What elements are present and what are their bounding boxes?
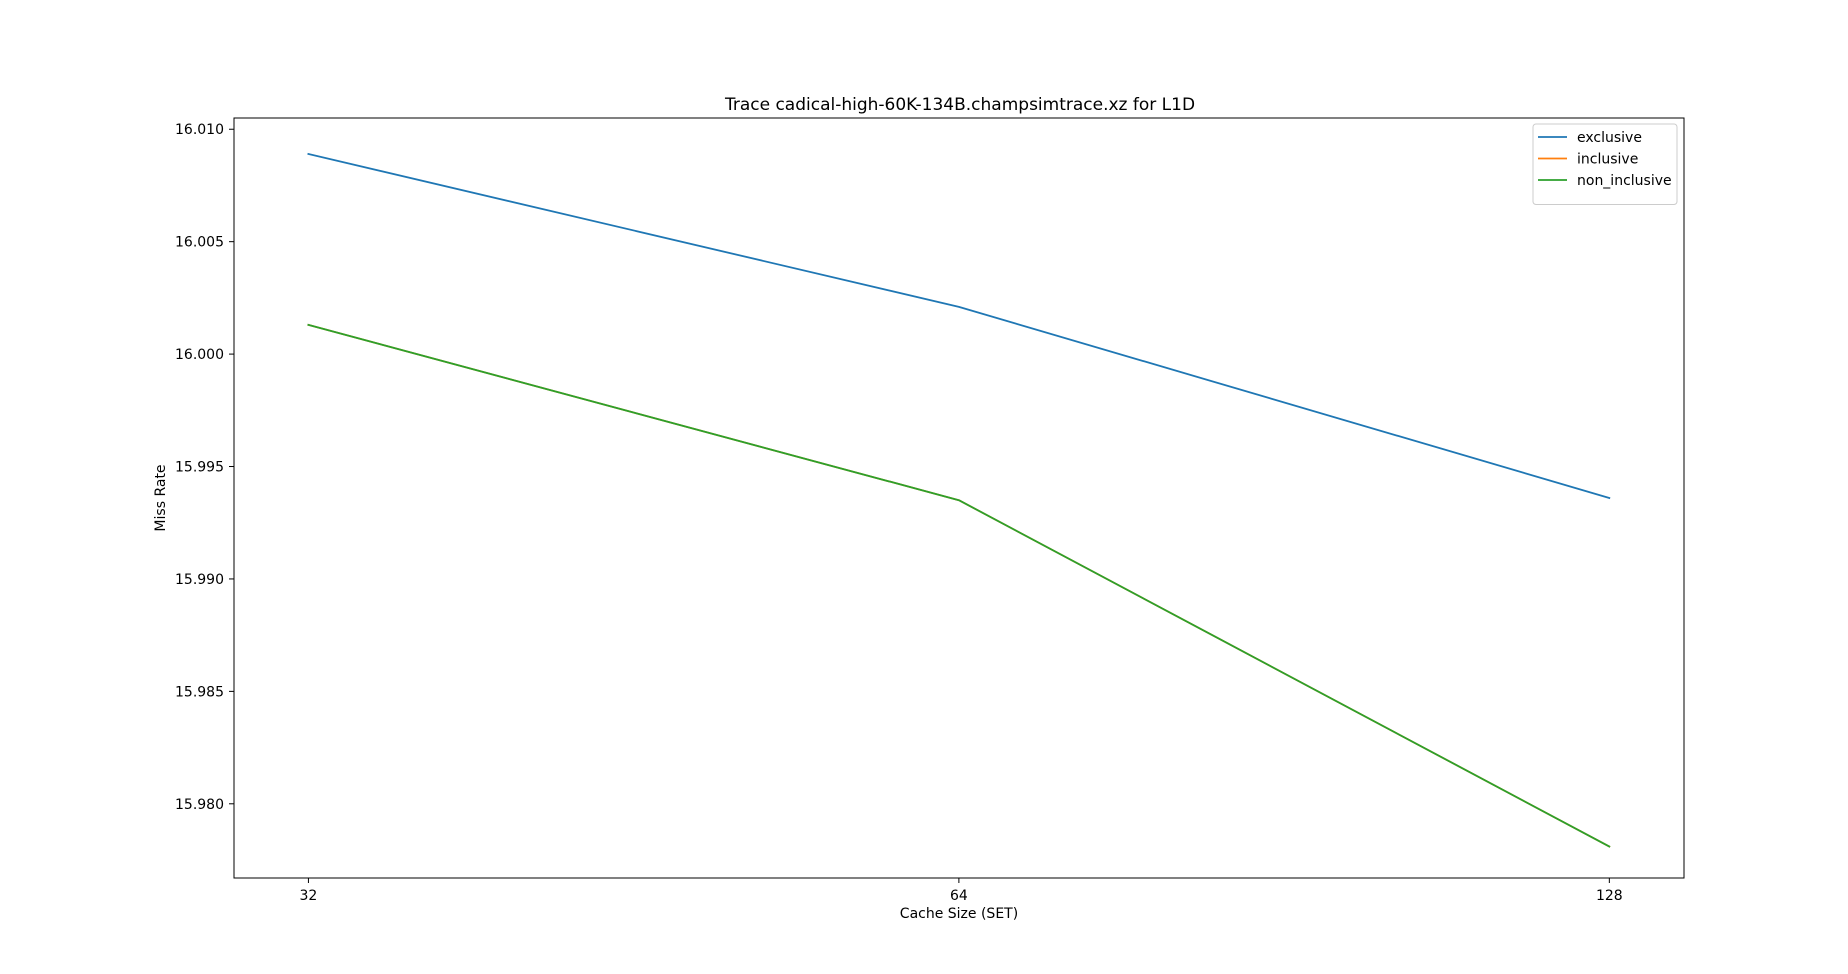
- x-tick-label: 32: [300, 888, 318, 904]
- plot-frame: [233, 117, 1685, 879]
- chart-title: Trace cadical-high-60K-134B.champsimtrac…: [724, 95, 1195, 115]
- y-tick-label: 16.000: [175, 347, 224, 363]
- x-tick-label: 64: [950, 888, 968, 904]
- y-tick-label: 15.990: [175, 572, 224, 588]
- legend-box: [1532, 123, 1678, 205]
- series-lines: [307, 152, 1611, 848]
- x-tick-label: 128: [1596, 888, 1623, 904]
- series-line-non-inclusive: [307, 323, 1611, 848]
- y-tick-label: 15.985: [175, 684, 224, 700]
- legend: exclusive inclusive non_inclusive: [1532, 123, 1678, 205]
- legend-label-inclusive: inclusive: [1577, 152, 1638, 168]
- y-axis-label: Miss Rate: [153, 464, 169, 531]
- legend-label-exclusive: exclusive: [1577, 130, 1642, 146]
- x-axis: 32 64 128: [300, 878, 1623, 904]
- legend-label-non-inclusive: non_inclusive: [1577, 173, 1672, 189]
- series-line-exclusive: [307, 152, 1611, 500]
- y-axis: 15.980 15.985 15.990 15.995 16.000 16.005 16.0…: [175, 122, 234, 813]
- y-tick-label: 16.010: [175, 122, 224, 138]
- y-tick-label: 15.995: [175, 460, 224, 476]
- y-tick-label: 16.005: [175, 235, 224, 251]
- x-axis-label: Cache Size (SET): [900, 906, 1018, 922]
- y-tick-label: 15.980: [175, 797, 224, 813]
